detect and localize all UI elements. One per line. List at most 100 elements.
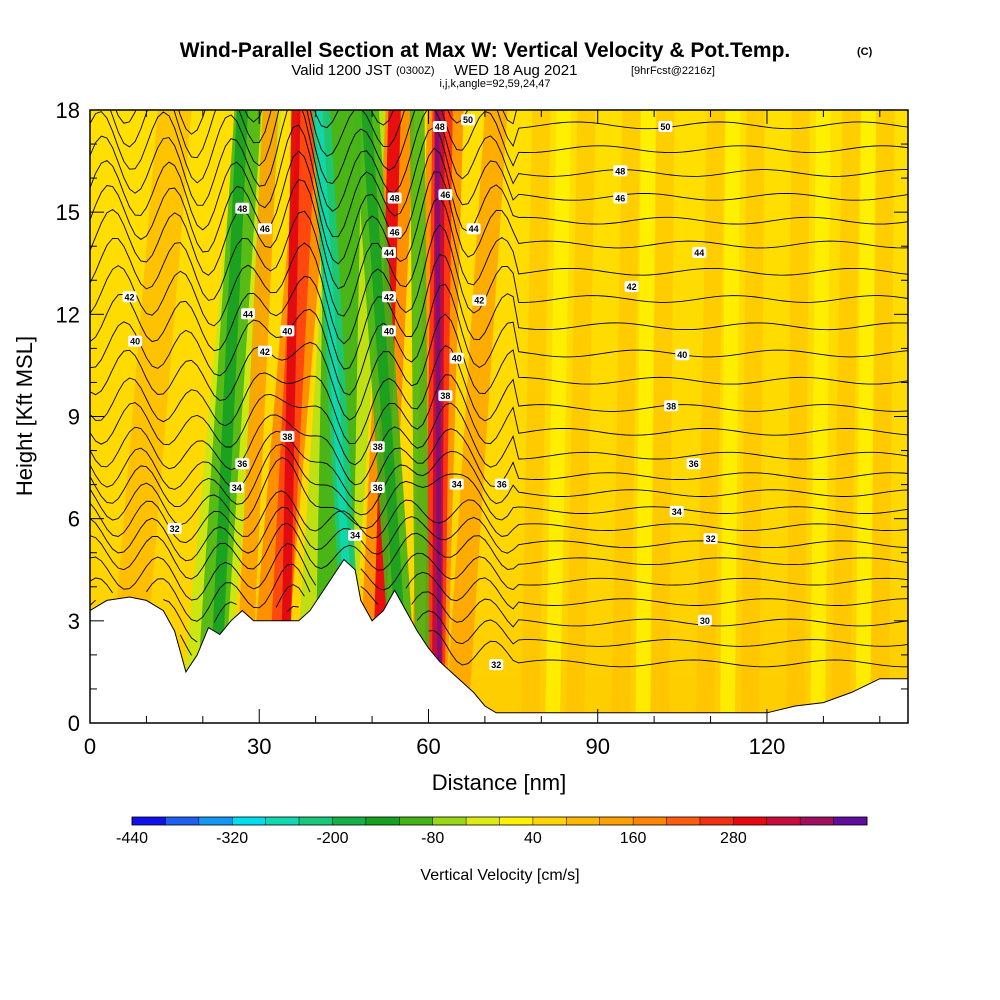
theta-label-text: 42 [627, 282, 637, 292]
green-band-b-core [361, 110, 411, 723]
theta-contour-line [428, 630, 908, 668]
theta-label-text: 32 [706, 534, 716, 544]
y-tick-label: 3 [68, 609, 80, 634]
theta-contour-line [90, 171, 908, 290]
theta-contour-line [90, 110, 908, 185]
theta-label: 36 [370, 482, 385, 493]
colorbar: -440 -320 -200 -80 40 160 280 [116, 816, 868, 847]
colorbar-swatch [699, 817, 734, 825]
y-tick-label: 6 [68, 507, 80, 532]
theta-label: 46 [613, 192, 628, 204]
theta-label: 32 [489, 659, 504, 671]
right-orange-band-2 [611, 110, 641, 723]
colorbar-tick-label: 160 [620, 830, 647, 847]
theta-label: 44 [466, 223, 481, 235]
x-tick-label: 30 [247, 734, 271, 759]
theta-label: 38 [370, 441, 385, 453]
theta-label: 40 [449, 352, 464, 364]
right-orange-band-4 [695, 110, 726, 723]
theta-contour-line [90, 124, 908, 238]
y-tick-label: 9 [68, 405, 80, 430]
colorbar-swatch [132, 817, 166, 825]
theta-contour-line [90, 110, 908, 212]
theta-label: 50 [461, 114, 475, 126]
y-tick-label: 18 [56, 98, 80, 123]
theta-label: 36 [235, 458, 250, 470]
theta-label: 42 [472, 294, 487, 306]
colorbar-swatch [733, 817, 768, 825]
theta-contour-line [90, 443, 908, 516]
theta-label-text: 48 [390, 194, 400, 204]
colorbar-swatch [499, 817, 534, 825]
theta-label: 30 [697, 614, 712, 626]
right-orange-band-6 [786, 110, 810, 723]
theta-contour-line [90, 283, 908, 396]
theta-label-text: 40 [130, 337, 140, 347]
theta-contours [90, 110, 908, 668]
x-axis: 0 30 60 90 120 [84, 110, 881, 759]
colorbar-tick-label: -440 [116, 830, 148, 847]
theta-label-text: 48 [237, 204, 247, 214]
theta-label: 38 [438, 390, 453, 402]
theta-label-text: 40 [384, 326, 394, 336]
theta-label-text: 40 [677, 350, 687, 360]
theta-label: 48 [235, 202, 250, 214]
colorbar-swatch [265, 817, 300, 825]
updraft-c-peak [434, 110, 443, 723]
theta-label: 40 [280, 325, 295, 337]
theta-contour-line [90, 374, 908, 466]
theta-label: 48 [432, 121, 447, 132]
colorbar-swatch [566, 817, 601, 825]
theta-contour-line [90, 490, 908, 544]
colorbar-swatch [466, 817, 500, 825]
theta-label-text: 40 [452, 354, 462, 364]
theta-label: 32 [167, 522, 182, 534]
colorbar-swatch [198, 817, 233, 825]
grid-indices: i,j,k,angle=92,59,24,47 [439, 78, 550, 90]
x-tick-label: 120 [749, 734, 786, 759]
updraft-a-core [280, 110, 301, 723]
right-orange-band-8 [870, 110, 895, 723]
theta-label-text: 36 [689, 459, 699, 469]
colorbar-swatch [766, 817, 801, 825]
theta-label: 46 [438, 189, 453, 201]
theta-label-text: 40 [282, 326, 292, 336]
colorbar-swatch [165, 817, 200, 825]
theta-label-text: 38 [666, 401, 676, 411]
theta-label-text: 50 [660, 122, 670, 132]
theta-label: 34 [229, 482, 244, 493]
theta-label-text: 34 [452, 480, 462, 490]
theta-label-text: 38 [440, 391, 450, 401]
theta-label-text: 48 [435, 122, 445, 132]
theta-label-text: 32 [170, 524, 180, 534]
valid-prefix: Valid 1200 JST [291, 62, 392, 79]
right-orange-band-0 [521, 110, 551, 723]
theta-label: 38 [280, 430, 295, 442]
colorbar-tick-label: -80 [421, 830, 444, 847]
theta-label: 42 [382, 291, 396, 303]
forecast-info: [9hrFcst@2216z] [631, 65, 715, 77]
theta-label-text: 44 [469, 224, 479, 234]
x-tick-label: 90 [585, 734, 609, 759]
colorbar-tick-label: -200 [316, 830, 348, 847]
right-orange-band-5 [741, 110, 765, 723]
theta-label-text: 38 [373, 442, 383, 452]
theta-label-text: 34 [672, 507, 682, 517]
left-green-core [208, 110, 248, 723]
theta-contour-line [90, 542, 908, 601]
theta-label-text: 36 [497, 480, 507, 490]
orange-band-d [445, 110, 508, 723]
x-axis-label: Distance [nm] [432, 770, 567, 795]
y-tick-label: 0 [68, 711, 80, 736]
right-yellow-band-4 [855, 110, 876, 723]
theta-label-text: 34 [350, 531, 360, 541]
theta-label-text: 42 [260, 347, 270, 357]
right-yellow-band-1 [635, 110, 656, 723]
colorbar-tick-label: -320 [216, 830, 248, 847]
right-orange-band-1 [566, 110, 596, 723]
colorbar-swatch [399, 817, 433, 825]
theta-label-text: 44 [243, 309, 253, 319]
right-yellow-band-0 [545, 110, 572, 723]
theta-label-text: 46 [260, 224, 270, 234]
